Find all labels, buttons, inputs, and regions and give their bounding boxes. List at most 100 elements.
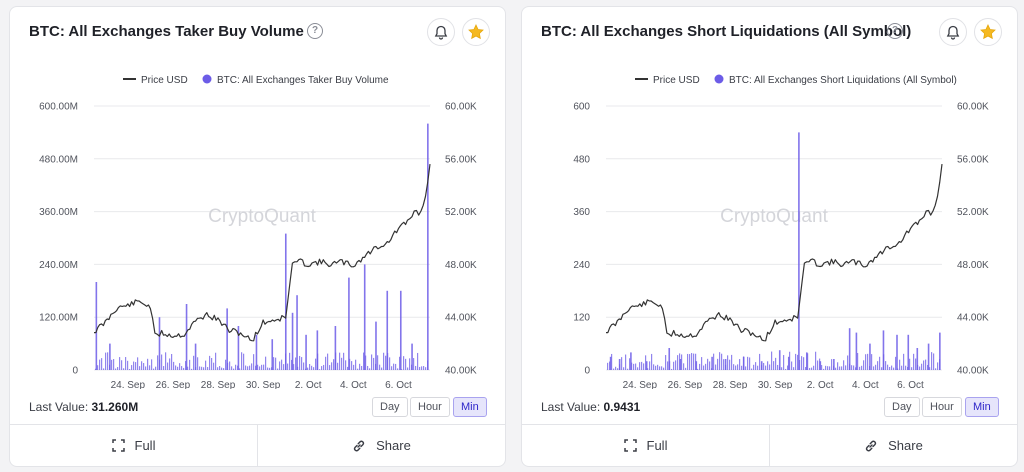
metric-bar [661, 366, 663, 370]
metric-bar [805, 367, 807, 370]
metric-bar [783, 355, 785, 370]
metric-bar [813, 365, 815, 370]
metric-bar [691, 353, 693, 370]
resolution-hour-button[interactable]: Hour [922, 397, 962, 417]
full-button[interactable]: Full [522, 425, 769, 466]
metric-bar [367, 365, 369, 370]
metric-bar [243, 353, 245, 370]
metric-bar [687, 353, 689, 370]
metric-bar [919, 366, 921, 370]
metric-bar [385, 355, 387, 370]
metric-bar [193, 355, 195, 370]
metric-bar [223, 368, 225, 370]
metric-bar [209, 355, 211, 370]
metric-bar [671, 368, 673, 370]
help-circle-icon[interactable]: ? [887, 23, 903, 39]
help-circle-icon[interactable]: ? [307, 23, 323, 39]
resolution-day-button[interactable]: Day [884, 397, 920, 417]
metric-bar [147, 358, 149, 370]
full-button[interactable]: Full [10, 425, 257, 466]
y-right-tick: 60.00K [445, 102, 477, 113]
metric-bar-spike [375, 321, 377, 370]
share-icon [354, 440, 365, 451]
star-icon[interactable] [974, 18, 1002, 46]
metric-bar [639, 362, 641, 370]
metric-bar [717, 358, 719, 370]
metric-bar [191, 368, 193, 370]
metric-bar [189, 359, 191, 370]
metric-bar [319, 369, 321, 370]
metric-bar [283, 364, 285, 370]
resolution-min-button[interactable]: Min [965, 397, 999, 417]
metric-bar [253, 354, 255, 370]
chart-legend: Price USD BTC: All Exchanges Short Liquid… [635, 74, 957, 86]
card-footer: Full Share [10, 424, 505, 466]
metric-bar [163, 366, 165, 370]
y-left-tick: 480 [573, 154, 590, 165]
metric-bar [327, 353, 329, 370]
metric-bar [739, 359, 741, 370]
metric-bar [753, 364, 755, 370]
metric-bar [185, 361, 187, 370]
metric-bar [847, 355, 849, 370]
metric-bar [843, 360, 845, 370]
y-left-tick: 240 [573, 260, 590, 271]
metric-bar [901, 365, 903, 370]
metric-bar [383, 352, 385, 370]
resolution-hour-button[interactable]: Hour [410, 397, 450, 417]
metric-bar [629, 358, 631, 370]
metric-bar [241, 352, 243, 370]
metric-bar [775, 357, 777, 370]
metric-bar [397, 368, 399, 370]
metric-bar [107, 352, 109, 370]
metric-bar [187, 366, 189, 370]
metric-bar [177, 366, 179, 370]
card-title: BTC: All Exchanges Taker Buy Volume [29, 23, 304, 40]
metric-bar [277, 368, 279, 370]
metric-bar [123, 368, 125, 370]
star-icon[interactable] [462, 18, 490, 46]
metric-bar [729, 359, 731, 370]
metric-bar [263, 364, 265, 370]
metric-bar [111, 359, 113, 370]
metric-bar [675, 360, 677, 370]
metric-bar [259, 366, 261, 370]
metric-bar [153, 368, 155, 370]
metric-bar [113, 359, 115, 370]
metric-bar [423, 366, 425, 370]
resolution-day-button[interactable]: Day [372, 397, 408, 417]
metric-bar [705, 363, 707, 370]
metric-bar-spike [645, 361, 648, 370]
bell-icon[interactable] [427, 18, 455, 46]
metric-bar [829, 366, 831, 370]
metric-bar [125, 357, 127, 370]
x-tick: 26. Sep [668, 380, 703, 389]
y-right-tick: 48.00K [957, 260, 989, 271]
metric-bar [885, 361, 887, 370]
full-label: Full [134, 438, 156, 453]
share-button[interactable]: Share [769, 425, 1017, 466]
metric-bar [181, 366, 183, 370]
metric-bar-spike [618, 359, 621, 370]
metric-bar [151, 359, 153, 370]
metric-bar-spike [348, 277, 350, 370]
y-right-tick: 40.00K [445, 366, 477, 377]
x-tick: 26. Sep [156, 380, 191, 389]
metric-bar [203, 367, 205, 370]
metric-bar [637, 367, 639, 370]
metric-bar [659, 366, 661, 370]
metric-bar [199, 366, 201, 370]
legend-price-label: Price USD [141, 75, 188, 86]
metric-bar [145, 366, 147, 370]
y-right-tick: 44.00K [957, 313, 989, 324]
metric-bar [865, 354, 867, 370]
bell-icon[interactable] [939, 18, 967, 46]
resolution-min-button[interactable]: Min [453, 397, 487, 417]
metric-bar-spike [316, 330, 319, 370]
share-button[interactable]: Share [257, 425, 505, 466]
metric-bar [751, 368, 753, 370]
metric-bar-spike [896, 334, 898, 370]
metric-bar [415, 365, 417, 370]
metric-bar [809, 367, 811, 370]
metric-bar [837, 362, 839, 370]
